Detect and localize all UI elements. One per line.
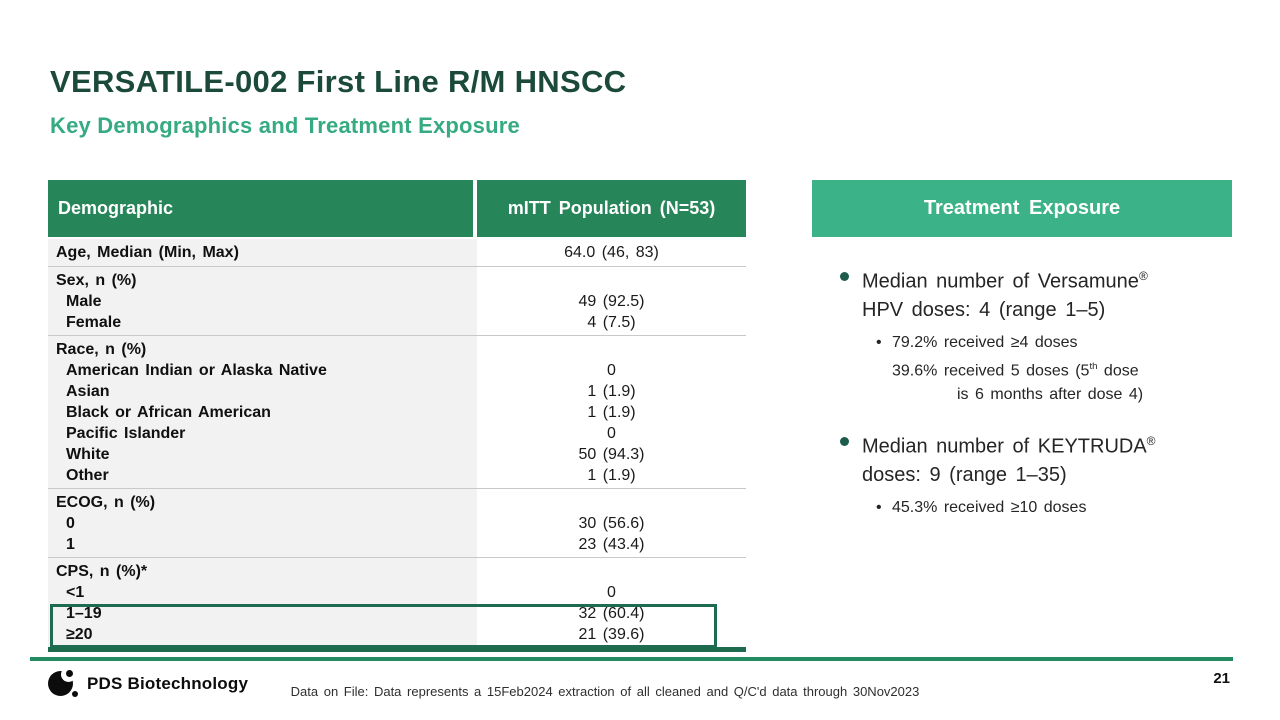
row-sub-label: American Indian or Alaska Native	[66, 362, 327, 379]
data-on-file-note: Data on File: Data represents a 15Feb202…	[290, 684, 920, 699]
table-body: Age, Median (Min, Max) 64.0 (46, 83) Sex, …	[48, 239, 746, 647]
demographics-table: Demographic mITT Population (N=53) Age, …	[48, 180, 746, 652]
table-row-group: Age, Median (Min, Max) 64.0 (46, 83)	[48, 239, 746, 266]
row-value: 49 (92.5)	[578, 293, 645, 310]
row-value: 21 (39.6)	[578, 626, 645, 643]
row-value: 0	[607, 362, 616, 379]
bullet-versamune-doses: Median number of Versamune® HPV doses: 4…	[812, 262, 1262, 324]
pds-logo-icon	[48, 667, 80, 700]
row-sub-label: Asian	[66, 383, 110, 400]
table-header-row: Demographic mITT Population (N=53)	[48, 180, 746, 237]
table-header-gap	[48, 237, 746, 239]
bullet-dot-icon	[840, 272, 849, 281]
sub-bullet: • 45.3% received ≥10 doses	[812, 496, 1262, 520]
table-header-mitt-population: mITT Population (N=53)	[507, 198, 716, 218]
row-label: Race, n (%)	[56, 341, 147, 358]
row-sub-label: 1	[66, 536, 75, 553]
bullet-line: Median number of Versamune®	[862, 269, 1148, 293]
row-value: 1 (1.9)	[587, 383, 636, 400]
row-value: 23 (43.4)	[578, 536, 645, 553]
table-row-group: Sex, n (%) Male Female 49 (92.5) 4 (7.5)	[48, 266, 746, 335]
keytruda-sub-bullets: • 45.3% received ≥10 doses	[812, 496, 1262, 520]
row-value: 4 (7.5)	[587, 314, 636, 331]
sub-bullet-continuation: is 6 months after dose 4)	[957, 385, 1144, 403]
row-label: Age, Median (Min, Max)	[56, 244, 239, 261]
treatment-exposure-panel: Median number of Versamune® HPV doses: 4…	[812, 262, 1262, 540]
footer-divider-line	[30, 657, 1233, 661]
bullet-dot-icon	[840, 436, 849, 446]
row-sub-label: Female	[66, 314, 122, 331]
row-label: CPS, n (%)*	[56, 563, 148, 580]
row-sub-label: Male	[66, 293, 102, 310]
row-value: 0	[607, 584, 616, 601]
bullet-line: doses: 9 (range 1–35)	[862, 463, 1067, 486]
sub-bullet: • 79.2% received ≥4 doses	[812, 331, 1262, 355]
row-value: 1 (1.9)	[587, 404, 636, 421]
table-header-demographic: Demographic	[48, 180, 477, 237]
row-sub-label: 0	[66, 515, 75, 532]
treatment-exposure-header: Treatment Exposure	[812, 180, 1232, 237]
row-label: ECOG, n (%)	[56, 494, 156, 511]
row-value: 0	[607, 425, 616, 442]
sub-bullet-dot: •	[876, 333, 882, 351]
table-row-group: CPS, n (%)* <1 1–19 ≥20 0 32 (60.4) 21 (39.6)	[48, 557, 746, 647]
bullet-line: Median number of KEYTRUDA®	[862, 433, 1156, 458]
row-value: 64.0 (46, 83)	[564, 244, 659, 261]
row-label: Sex, n (%)	[56, 272, 137, 289]
company-logo: PDS Biotechnology	[48, 667, 249, 700]
table-row-group: Race, n (%) American Indian or Alaska Nat…	[48, 335, 746, 488]
bullet-keytruda-doses: Median number of KEYTRUDA® doses: 9 (ran…	[812, 427, 1262, 489]
row-sub-label: ≥20	[66, 626, 93, 643]
company-name: PDS Biotechnology	[87, 674, 249, 693]
row-sub-label: Other	[66, 467, 109, 484]
row-value: 50 (94.3)	[578, 446, 645, 463]
page-number: 21	[1213, 670, 1230, 687]
row-value: 32 (60.4)	[578, 605, 645, 622]
sub-bullet-continuation: 39.6% received 5 doses (5th dose	[892, 360, 1139, 379]
row-sub-label: White	[66, 446, 110, 463]
cps-highlight-box	[50, 604, 717, 648]
table-bottom-rule	[48, 647, 746, 652]
row-sub-label: Pacific Islander	[66, 425, 186, 442]
page-title: VERSATILE-002 First Line R/M HNSCC	[50, 64, 627, 99]
row-sub-label: Black or African American	[66, 404, 271, 421]
versamune-sub-bullets: • 79.2% received ≥4 doses 39.6% received…	[812, 331, 1262, 407]
sub-bullet-dot: •	[876, 498, 882, 516]
page-subtitle: Key Demographics and Treatment Exposure	[50, 113, 520, 138]
row-value: 1 (1.9)	[587, 467, 636, 484]
bullet-line: HPV doses: 4 (range 1–5)	[862, 298, 1106, 321]
row-value: 30 (56.6)	[578, 515, 645, 532]
row-sub-label: 1–19	[66, 605, 102, 622]
table-row-group: ECOG, n (%) 0 1 30 (56.6) 23 (43.4)	[48, 488, 746, 557]
row-sub-label: <1	[66, 584, 85, 601]
